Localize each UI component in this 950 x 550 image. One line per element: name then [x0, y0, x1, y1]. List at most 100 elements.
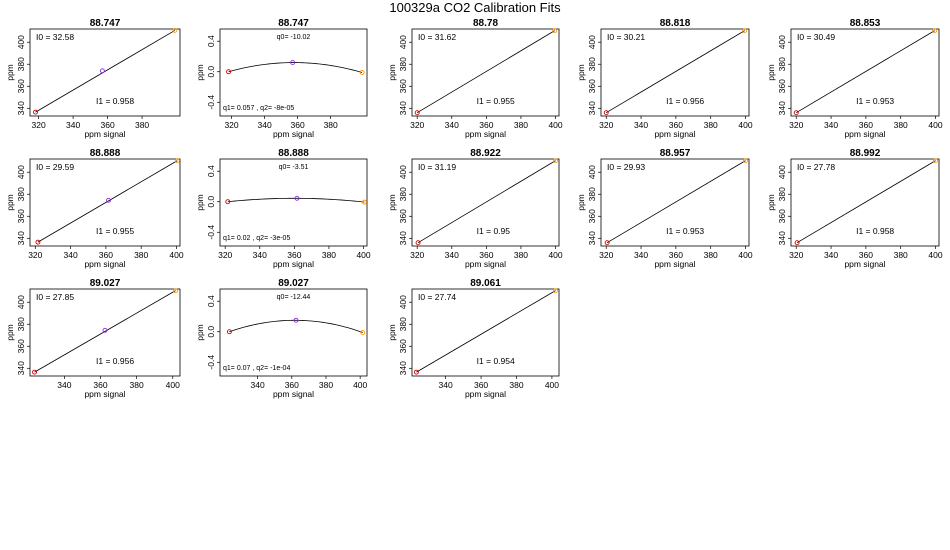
- calibration-point: [294, 195, 300, 201]
- x-tick-label: 340: [63, 250, 77, 260]
- plot-frame: [600, 28, 750, 117]
- y-tick-label: 0.0: [206, 196, 216, 208]
- x-tick-label: 360: [287, 250, 301, 260]
- calibration-point: [742, 28, 748, 34]
- x-tick-label: 320: [218, 250, 232, 260]
- y-tick-label: 400: [777, 35, 787, 49]
- y-axis-label: ppm: [766, 194, 776, 211]
- calibration-point: [226, 69, 232, 75]
- x-tick-label: 340: [634, 250, 648, 260]
- x-tick-label: 380: [134, 250, 148, 260]
- panel-title: 88.747: [278, 18, 309, 29]
- slope-annotation: I1 = 0.955: [96, 226, 134, 236]
- intercept-annotation: I0 = 29.59: [36, 162, 74, 172]
- x-tick-label: 400: [928, 120, 942, 130]
- calibration-panel: 88.747 320 340 360 380 -0.4 0.0 0.4 ppm signal pp…: [195, 18, 368, 139]
- calibration-panel: 88.747 320 340 360 380 340 360 380 400 ppm signal…: [5, 18, 181, 139]
- y-tick-label: 380: [16, 317, 26, 331]
- y-tick-label: 360: [777, 79, 787, 93]
- plot-frame: [600, 158, 750, 247]
- x-tick-label: 360: [479, 250, 493, 260]
- y-tick-label: 400: [587, 35, 597, 49]
- x-tick-label: 360: [859, 120, 873, 130]
- x-tick-label: 320: [410, 250, 424, 260]
- x-tick-label: 380: [324, 120, 338, 130]
- calibration-point: [99, 68, 105, 74]
- x-tick-label: 340: [253, 250, 267, 260]
- calibration-panel: 89.061 340 360 380 400 340 360 380 400 ppm signal…: [387, 278, 560, 399]
- y-tick-label: 360: [777, 209, 787, 223]
- y-axis-label: ppm: [195, 194, 205, 211]
- x-axis-label: ppm signal: [844, 259, 885, 269]
- x-tick-label: 360: [99, 250, 113, 260]
- y-tick-label: 340: [16, 231, 26, 245]
- y-tick-label: 400: [777, 165, 787, 179]
- intercept-annotation: I0 = 30.21: [607, 32, 645, 42]
- y-tick-label: 380: [777, 57, 787, 71]
- y-tick-label: 400: [398, 35, 408, 49]
- slope-annotation: I1 = 0.95: [477, 226, 511, 236]
- calibration-point: [413, 369, 419, 375]
- x-tick-label: 400: [166, 380, 180, 390]
- y-tick-label: 360: [398, 79, 408, 93]
- y-tick-label: 0.4: [206, 35, 216, 47]
- x-tick-label: 340: [439, 380, 453, 390]
- figure-title: 100329a CO2 Calibration Fits: [389, 0, 561, 15]
- y-tick-label: 0.0: [206, 66, 216, 78]
- y-tick-label: -0.4: [206, 225, 216, 240]
- slope-annotation: I1 = 0.958: [96, 96, 134, 106]
- calibration-point: [172, 27, 178, 33]
- q0-annotation: q0= -3.51: [279, 164, 309, 171]
- y-tick-label: 380: [398, 57, 408, 71]
- y-tick-label: 340: [777, 231, 787, 245]
- calibration-point: [173, 288, 178, 294]
- calibration-point: [933, 158, 938, 164]
- intercept-annotation: I0 = 27.85: [36, 292, 74, 302]
- q1-q2-annotation: q1= 0.07 , q2= -1e-04: [223, 365, 290, 372]
- fit-line: [34, 290, 176, 373]
- x-tick-label: 360: [474, 380, 488, 390]
- fit-curve: [228, 62, 363, 73]
- calibration-point: [102, 327, 108, 333]
- panel-title: 89.061: [470, 278, 501, 289]
- y-axis-label: ppm: [387, 324, 397, 341]
- y-tick-label: 340: [587, 101, 597, 115]
- x-tick-label: 380: [704, 250, 718, 260]
- panel-title: 89.027: [278, 278, 309, 289]
- x-tick-label: 320: [599, 250, 613, 260]
- plot-frame: [219, 28, 368, 117]
- y-tick-label: 380: [398, 187, 408, 201]
- y-axis-label: ppm: [387, 64, 397, 81]
- plot-frame: [29, 28, 181, 117]
- x-tick-label: 360: [285, 380, 299, 390]
- calibration-point: [33, 109, 38, 115]
- y-tick-label: 340: [16, 101, 26, 115]
- y-tick-label: -0.4: [206, 95, 216, 110]
- panel-title: 88.888: [278, 148, 309, 159]
- x-tick-label: 340: [634, 120, 648, 130]
- q1-q2-annotation: q1= 0.02 , q2= -3e-05: [223, 235, 290, 242]
- x-tick-label: 320: [410, 120, 424, 130]
- x-tick-label: 320: [32, 120, 46, 130]
- calibration-point: [603, 110, 609, 116]
- slope-annotation: I1 = 0.954: [477, 356, 515, 366]
- panel-title: 88.853: [850, 18, 881, 29]
- x-tick-label: 380: [130, 380, 144, 390]
- slope-annotation: I1 = 0.958: [856, 226, 894, 236]
- y-tick-label: 340: [398, 361, 408, 375]
- q0-annotation: q0= -10.02: [277, 34, 311, 41]
- y-tick-label: 380: [587, 57, 597, 71]
- slope-annotation: I1 = 0.953: [856, 96, 894, 106]
- fit-line: [35, 30, 176, 113]
- x-tick-label: 400: [548, 120, 562, 130]
- plot-frame: [411, 28, 560, 117]
- y-axis-label: ppm: [576, 64, 586, 81]
- panel-title: 88.818: [660, 18, 691, 29]
- x-tick-label: 340: [57, 380, 71, 390]
- x-tick-label: 380: [704, 120, 718, 130]
- x-axis-label: ppm signal: [465, 259, 506, 269]
